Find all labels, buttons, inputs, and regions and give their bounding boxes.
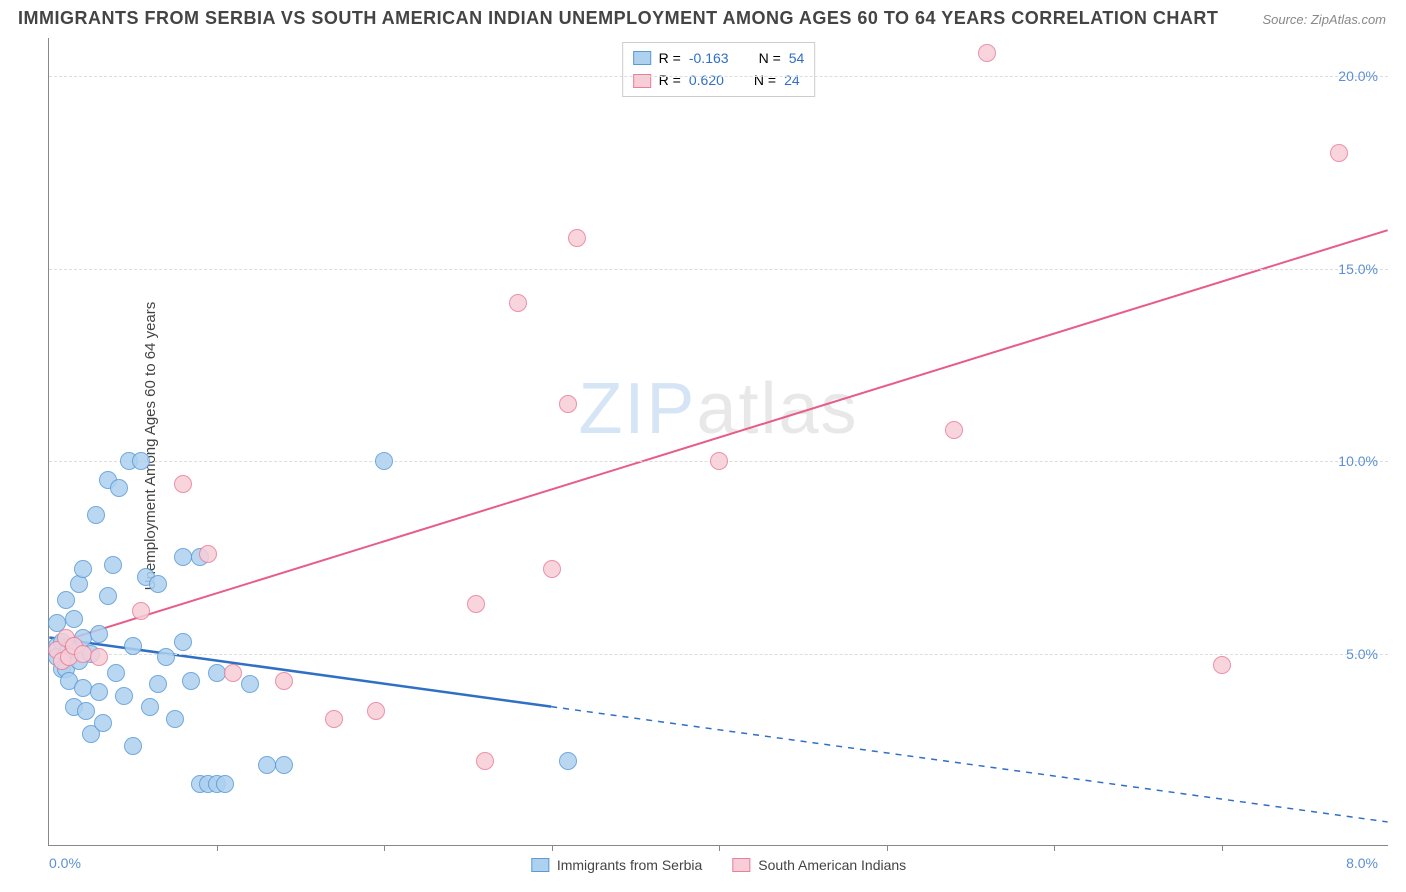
data-point	[978, 44, 996, 62]
correlation-legend: R =-0.163N =54R =0.620N =24	[622, 42, 816, 97]
legend-row: R = -0.163 N = 54	[633, 47, 805, 69]
x-tick-right: 8.0%	[1346, 855, 1378, 871]
data-point	[70, 575, 88, 593]
data-point	[568, 229, 586, 247]
data-point	[367, 702, 385, 720]
legend-series-label: Immigrants from Serbia	[557, 857, 702, 873]
data-point	[241, 675, 259, 693]
scatter-plot: ZIPatlas R =-0.163N =54R =0.620N =24 Imm…	[48, 38, 1388, 846]
data-point	[124, 737, 142, 755]
x-tick-mark	[217, 845, 218, 851]
data-point	[99, 587, 117, 605]
gridline	[49, 269, 1388, 270]
legend-n-label: N =	[759, 47, 781, 69]
data-point	[74, 679, 92, 697]
y-tick-label: 20.0%	[1338, 68, 1378, 84]
data-point	[110, 479, 128, 497]
legend-item: South American Indians	[732, 857, 906, 873]
data-point	[141, 698, 159, 716]
legend-r-label: R =	[659, 47, 681, 69]
y-tick-label: 15.0%	[1338, 261, 1378, 277]
data-point	[149, 575, 167, 593]
data-point	[1213, 656, 1231, 674]
data-point	[216, 775, 234, 793]
data-point	[224, 664, 242, 682]
legend-r-value: -0.163	[689, 47, 729, 69]
legend-n-value: 54	[789, 47, 805, 69]
data-point	[166, 710, 184, 728]
legend-swatch	[732, 858, 750, 872]
data-point	[182, 672, 200, 690]
legend-row: R = 0.620 N = 24	[633, 69, 805, 91]
data-point	[90, 683, 108, 701]
data-point	[1330, 144, 1348, 162]
data-point	[945, 421, 963, 439]
x-tick-mark	[384, 845, 385, 851]
data-point	[107, 664, 125, 682]
series-legend: Immigrants from Serbia South American Ind…	[531, 857, 906, 873]
x-tick-left: 0.0%	[49, 855, 81, 871]
data-point	[375, 452, 393, 470]
data-point	[174, 633, 192, 651]
data-point	[149, 675, 167, 693]
data-point	[90, 648, 108, 666]
data-point	[77, 702, 95, 720]
data-point	[467, 595, 485, 613]
data-point	[94, 714, 112, 732]
legend-item: Immigrants from Serbia	[531, 857, 702, 873]
data-point	[57, 591, 75, 609]
data-point	[132, 452, 150, 470]
x-tick-mark	[1222, 845, 1223, 851]
trend-line	[49, 230, 1387, 645]
data-point	[157, 648, 175, 666]
data-point	[124, 637, 142, 655]
data-point	[65, 610, 83, 628]
trend-lines	[49, 38, 1388, 845]
x-tick-mark	[719, 845, 720, 851]
data-point	[74, 645, 92, 663]
data-point	[509, 294, 527, 312]
data-point	[87, 506, 105, 524]
y-tick-label: 5.0%	[1346, 646, 1378, 662]
data-point	[325, 710, 343, 728]
watermark-zip: ZIP	[578, 369, 696, 449]
data-point	[115, 687, 133, 705]
data-point	[90, 625, 108, 643]
data-point	[476, 752, 494, 770]
data-point	[258, 756, 276, 774]
gridline	[49, 76, 1388, 77]
x-tick-mark	[1054, 845, 1055, 851]
gridline	[49, 654, 1388, 655]
legend-swatch	[531, 858, 549, 872]
data-point	[132, 602, 150, 620]
trend-line-extrapolated	[551, 707, 1387, 822]
legend-series-label: South American Indians	[758, 857, 906, 873]
watermark-atlas: atlas	[696, 369, 858, 449]
x-tick-mark	[887, 845, 888, 851]
data-point	[559, 752, 577, 770]
legend-r-label: R =	[659, 69, 681, 91]
data-point	[174, 475, 192, 493]
chart-title: IMMIGRANTS FROM SERBIA VS SOUTH AMERICAN…	[18, 8, 1218, 29]
source-attribution: Source: ZipAtlas.com	[1262, 12, 1386, 27]
data-point	[275, 756, 293, 774]
data-point	[208, 664, 226, 682]
watermark: ZIPatlas	[578, 368, 858, 450]
legend-n-value: 24	[784, 69, 800, 91]
data-point	[559, 395, 577, 413]
x-tick-mark	[552, 845, 553, 851]
legend-n-label: N =	[754, 69, 776, 91]
data-point	[199, 545, 217, 563]
y-tick-label: 10.0%	[1338, 453, 1378, 469]
data-point	[74, 560, 92, 578]
legend-r-value: 0.620	[689, 69, 724, 91]
data-point	[174, 548, 192, 566]
data-point	[710, 452, 728, 470]
data-point	[543, 560, 561, 578]
data-point	[275, 672, 293, 690]
data-point	[104, 556, 122, 574]
legend-swatch	[633, 51, 651, 65]
